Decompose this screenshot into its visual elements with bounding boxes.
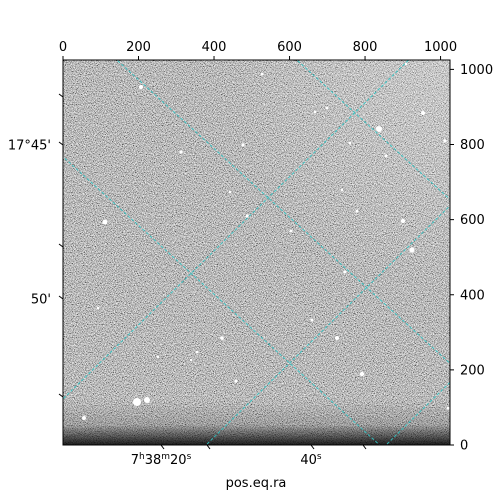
star	[156, 355, 160, 359]
bottom-tick-label-part: m	[161, 452, 170, 462]
right-tick-label: 800	[460, 138, 485, 153]
right-tick-label: 400	[460, 288, 485, 303]
star	[384, 154, 388, 158]
star	[359, 371, 365, 377]
star	[195, 350, 199, 354]
bottom-tick-label: 7h38m20s	[131, 452, 192, 468]
star	[220, 336, 224, 340]
top-tick-label: 1000	[424, 40, 457, 55]
star	[179, 150, 183, 154]
top-tick-label: 0	[59, 40, 67, 55]
star	[446, 406, 450, 410]
star	[289, 229, 293, 233]
top-tick-label: 600	[277, 40, 302, 55]
star	[313, 110, 317, 114]
bottom-tick-label-part: 20	[170, 453, 187, 468]
grid-line-dec	[63, 155, 381, 445]
star	[133, 398, 141, 406]
grid-line-dec	[116, 60, 450, 365]
star	[421, 111, 425, 115]
grid-line-ra	[205, 205, 450, 445]
right-tick-label: 0	[460, 439, 468, 454]
star	[335, 336, 339, 340]
right-axis: 0 200 400 600 800 1000	[450, 63, 493, 454]
star	[340, 188, 344, 192]
bottom-tick	[160, 444, 165, 450]
star	[139, 85, 143, 89]
star	[189, 358, 193, 362]
star	[144, 397, 150, 403]
grid-line-ra	[385, 381, 450, 445]
right-tick-label: 600	[460, 213, 485, 228]
left-tick-label: 50'	[31, 293, 51, 308]
top-tick-label: 400	[202, 40, 227, 55]
top-axis: 0 200 400 600 800 1000	[59, 40, 457, 60]
left-tick	[58, 393, 64, 398]
x-axis-label: pos.eq.ra	[226, 476, 287, 491]
star	[376, 126, 382, 132]
left-tick	[58, 93, 64, 98]
star	[404, 62, 408, 66]
star	[443, 139, 447, 143]
bottom-axis: 7h38m20s 40s	[131, 444, 367, 468]
bottom-tick	[206, 444, 211, 450]
bottom-tick-label-part: 7	[131, 453, 139, 468]
bottom-tick-label-part: s	[317, 452, 322, 462]
bottom-tick-label-part: s	[187, 452, 192, 462]
star	[325, 106, 329, 110]
star	[348, 141, 352, 145]
grid-line-ra	[63, 60, 410, 400]
left-tick-label: 17°45'	[8, 139, 51, 154]
star	[310, 318, 314, 322]
left-axis: 17°45' 50'	[8, 93, 64, 398]
grid-line-dec	[296, 60, 450, 201]
bottom-tick-label-part: 38	[145, 453, 162, 468]
star	[409, 247, 415, 253]
star	[343, 270, 347, 274]
right-tick-label: 1000	[460, 63, 493, 78]
star	[355, 209, 359, 213]
top-tick-label: 200	[126, 40, 151, 55]
bottom-tick-label: 40s	[300, 452, 322, 468]
star-field	[82, 60, 450, 420]
star	[241, 143, 245, 147]
bottom-tick-label-part: 40	[300, 453, 317, 468]
bottom-tick-label-part: h	[139, 452, 145, 462]
star	[102, 219, 108, 225]
star	[260, 72, 264, 76]
star	[228, 190, 232, 194]
star	[400, 218, 406, 224]
left-tick	[58, 243, 64, 248]
right-tick-label: 200	[460, 363, 485, 378]
left-tick	[58, 295, 64, 300]
star	[245, 214, 249, 218]
star	[82, 416, 86, 420]
bottom-tick	[310, 444, 315, 450]
plot-frame	[62, 59, 451, 446]
left-tick	[58, 141, 64, 146]
top-tick-label: 800	[353, 40, 378, 55]
bottom-tick	[362, 444, 367, 450]
star	[234, 379, 238, 383]
star	[96, 306, 100, 310]
